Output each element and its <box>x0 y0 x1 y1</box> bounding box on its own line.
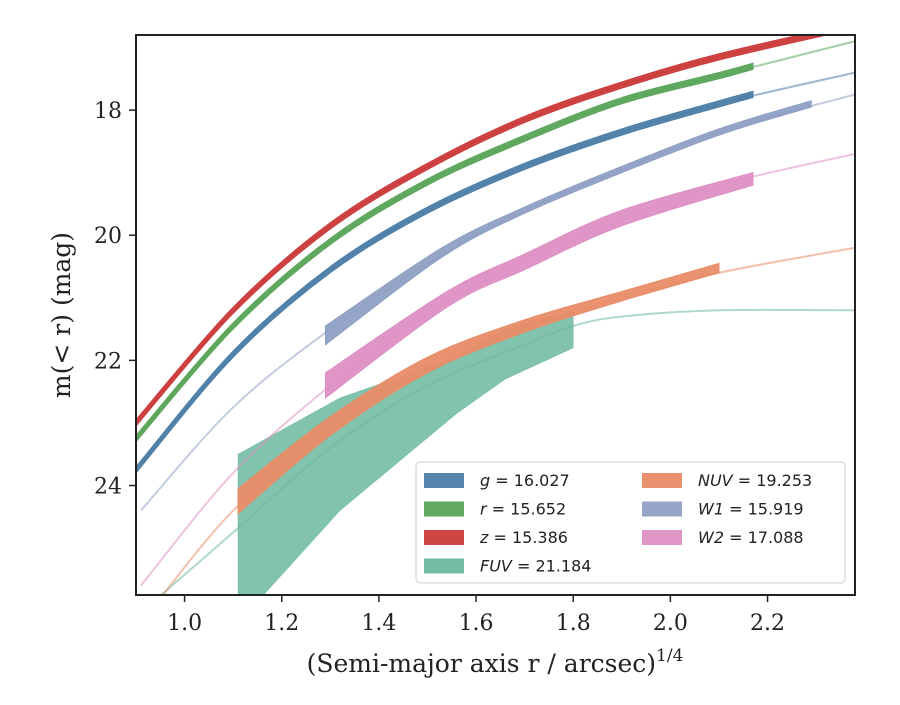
series-band-w2 <box>324 171 754 399</box>
legend: g = 16.027 r = 15.652 z = 15.386 FUV = 21.1… <box>415 461 846 584</box>
legend-swatch-w1 <box>642 501 682 517</box>
x-axis-title: (Semi-major axis r / arcsec)1/4 <box>307 646 684 678</box>
y-axis-title: m(< r) (mag) <box>47 232 76 398</box>
legend-box <box>415 461 846 584</box>
series-band-r <box>136 62 754 443</box>
x-tick-label: 1.6 <box>459 611 494 636</box>
legend-items: g = 16.027 r = 15.652 z = 15.386 FUV = 21.1… <box>424 471 812 576</box>
series-line-w1 <box>140 93 855 512</box>
y-tick-label: 22 <box>94 349 122 374</box>
series-line-nuv <box>161 246 855 595</box>
legend-label-w1: W1 = 15.919 <box>698 500 804 519</box>
legend-swatch-nuv <box>642 473 682 488</box>
series-line-fuv <box>159 308 855 595</box>
series-band-g <box>136 90 754 474</box>
series-line-r <box>136 40 855 440</box>
legend-swatch-z <box>424 530 464 545</box>
x-tick-label: 1.4 <box>361 611 396 636</box>
legend-swatch-r <box>424 501 464 517</box>
legend-label-z: z = 15.386 <box>479 528 568 547</box>
x-tick-label: 1.8 <box>556 611 591 636</box>
series-line-z <box>136 35 818 424</box>
y-axis-ticks: 18 20 22 24 <box>94 99 136 500</box>
x-tick-label: 2.2 <box>750 611 785 636</box>
legend-label-nuv: NUV = 19.253 <box>698 471 812 490</box>
legend-swatch-w2 <box>642 530 682 545</box>
legend-label-g: g = 16.027 <box>480 471 570 490</box>
x-tick-label: 2.0 <box>653 611 688 636</box>
x-axis-ticks: 1.0 1.2 1.4 1.6 1.8 2.0 2.2 <box>167 595 785 636</box>
series-band-z <box>136 35 830 427</box>
x-tick-label: 1.0 <box>167 611 202 636</box>
series-line-g <box>136 71 855 471</box>
y-tick-label: 20 <box>94 224 122 249</box>
series-line-w2 <box>140 152 855 587</box>
x-axis-title-text: (Semi-major axis r / arcsec) <box>307 649 656 678</box>
legend-label-fuv: FUV = 21.184 <box>480 557 591 576</box>
plot-frame <box>135 34 856 596</box>
x-axis-title-exponent: 1/4 <box>656 646 683 666</box>
legend-swatch-fuv <box>424 558 464 574</box>
x-tick-label: 1.2 <box>264 611 299 636</box>
line-layer <box>136 35 855 595</box>
y-tick-label: 24 <box>94 475 122 500</box>
legend-swatch-g <box>424 473 464 488</box>
band-layer <box>136 35 830 595</box>
legend-label-r: r = 15.652 <box>480 500 566 519</box>
legend-label-w2: W2 = 17.088 <box>698 528 804 547</box>
y-tick-label: 18 <box>94 99 122 124</box>
